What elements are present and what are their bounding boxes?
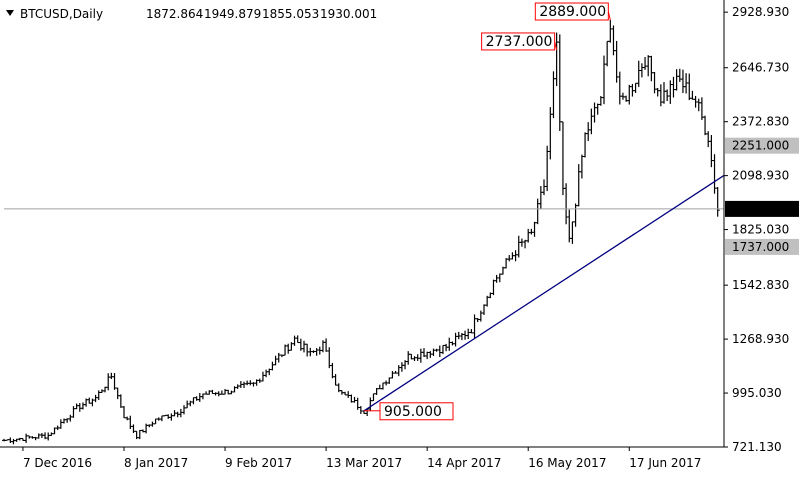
annotation-box [534,2,609,21]
price-level-box [725,200,799,217]
trendline-layer [363,174,725,412]
price-annotation: 905.000 [364,402,454,421]
price-annotation: 2889.000 [534,2,611,21]
price-level-box [725,238,799,255]
y-tick-label: 2098.930 [732,169,789,183]
y-tick-label: 2646.730 [732,61,789,75]
x-tick-label: 13 Mar 2017 [326,456,402,470]
x-tick-label: 16 May 2017 [528,456,606,470]
support-trendline [363,174,725,412]
price-level-box [725,137,799,154]
x-tick-label: 14 Apr 2017 [427,456,501,470]
price-annotation: 2737.000 [481,32,558,51]
y-tick-label: 721.130 [732,440,782,454]
annotation-box [379,402,454,421]
x-tick-label: 17 Jun 2017 [629,456,701,470]
y-tick-label: 995.030 [732,386,782,400]
ohlc-bars [2,20,720,445]
ohlc-open: 1872.864 [146,7,203,21]
annotation-label: 2737.000 [486,34,553,50]
annotations: 905.000 2737.000 2889.000 [364,2,611,421]
y-tick-label: 1542.830 [732,278,789,292]
y-tick-label: 1825.030 [732,223,789,237]
y-tick-label: 1268.930 [732,332,789,346]
ohlc-low: 1855.053 [262,7,319,21]
ohlc-bar [715,187,720,217]
annotation-label: 905.000 [384,404,442,420]
y-tick-label: 2928.930 [732,5,789,19]
annotation-label: 2889.000 [539,4,606,20]
x-tick-label: 7 Dec 2016 [23,456,92,470]
ohlc-close: 1930.001 [320,7,377,21]
price-level-label: 2251.000 [732,139,789,153]
axes: 2928.930 2646.730 2372.830 2098.930 1825.030… [0,0,799,470]
collapse-triangle-icon[interactable] [6,10,14,16]
x-tick-label: 8 Jan 2017 [124,456,188,470]
y-tick-label: 2372.830 [732,115,789,129]
ohlc-high: 1949.879 [204,7,261,21]
chart-title: BTCUSD,Daily [20,7,103,21]
chart-header: BTCUSD,Daily 1872.864 1949.879 1855.053 … [6,7,377,21]
annotation-box [481,32,556,51]
price-level-label: 1930.001 [732,202,789,216]
x-tick-label: 9 Feb 2017 [225,456,292,470]
price-level-label: 1737.000 [732,240,789,254]
